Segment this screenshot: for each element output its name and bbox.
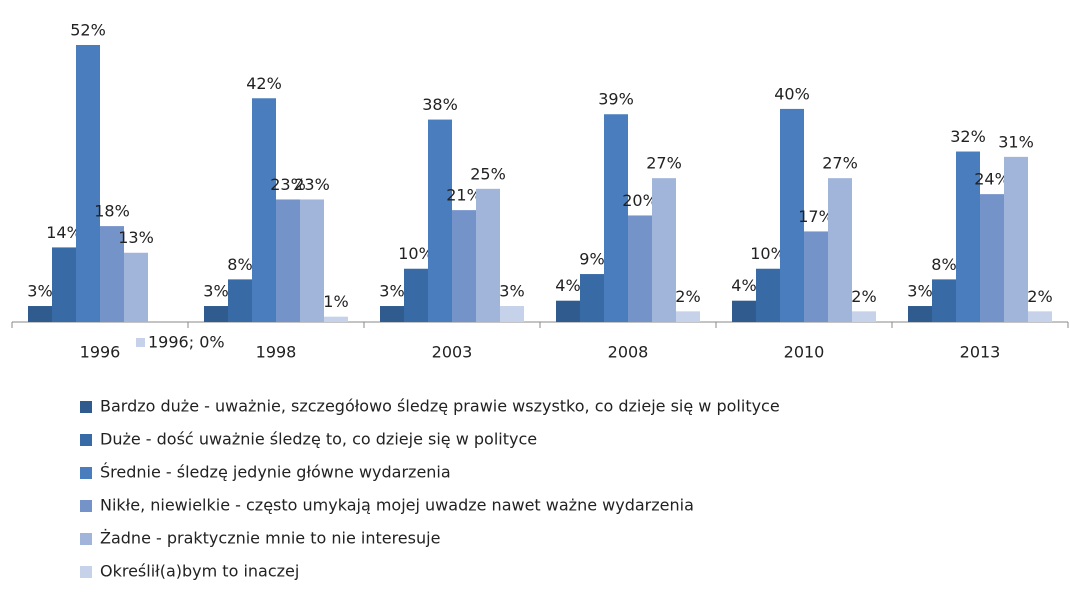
bar — [204, 306, 228, 322]
bar — [780, 108, 804, 322]
data-label: 8% — [931, 255, 956, 274]
bar — [804, 231, 828, 322]
data-label: 27% — [646, 154, 682, 173]
data-label: 27% — [822, 154, 858, 173]
label-swatch — [136, 338, 145, 347]
bar — [628, 215, 652, 322]
bar — [956, 151, 980, 322]
bar — [1028, 311, 1052, 322]
legend-label: Bardzo duże - uważnie, szczegółowo śledz… — [100, 397, 780, 416]
legend-label: Nikłe, niewielkie - często umykają mojej… — [100, 496, 694, 515]
data-label: 3% — [203, 282, 228, 301]
data-label: 23% — [294, 175, 330, 194]
data-label: 24% — [974, 170, 1010, 189]
bar — [452, 210, 476, 322]
x-tick-label: 1998 — [256, 343, 297, 362]
bar — [228, 279, 252, 322]
bar — [500, 306, 524, 322]
data-label: 25% — [470, 164, 506, 183]
bar — [604, 114, 628, 323]
data-label: 3% — [499, 282, 524, 301]
legend-label: Żadne - praktycznie mnie to nie interesu… — [100, 529, 440, 548]
data-label: 3% — [907, 282, 932, 301]
data-label: 32% — [950, 127, 986, 146]
legend-swatch — [80, 566, 92, 578]
bar — [380, 306, 404, 322]
bar — [100, 226, 124, 322]
bar — [756, 268, 780, 322]
bar — [76, 44, 100, 323]
data-label: 14% — [46, 223, 82, 242]
data-label: 10% — [398, 244, 434, 263]
data-label: 17% — [798, 207, 834, 226]
bar — [932, 279, 956, 322]
data-label: 52% — [70, 20, 106, 39]
data-label: 20% — [622, 191, 658, 210]
legend-swatch — [80, 434, 92, 446]
data-label: 39% — [598, 90, 634, 109]
bar — [1004, 156, 1028, 322]
legend-swatch — [80, 533, 92, 545]
bar — [276, 199, 300, 322]
bar — [580, 274, 604, 322]
data-label: 2% — [851, 287, 876, 306]
bar — [300, 199, 324, 322]
data-label: 3% — [27, 282, 52, 301]
bar — [676, 311, 700, 322]
legend-label: Średnie - śledzę jedynie główne wydarzen… — [100, 463, 451, 482]
legend-swatch — [80, 467, 92, 479]
x-tick-label: 1996 — [80, 343, 121, 362]
bar — [28, 306, 52, 322]
data-label: 42% — [246, 74, 282, 93]
x-tick-label: 2008 — [608, 343, 649, 362]
data-label: 8% — [227, 255, 252, 274]
bar — [404, 268, 428, 322]
data-label: 4% — [731, 276, 756, 295]
legend-label: Duże - dość uważnie śledzę to, co dzieje… — [100, 430, 537, 449]
bar — [252, 98, 276, 322]
bar — [852, 311, 876, 322]
data-label: 3% — [379, 282, 404, 301]
data-label: 31% — [998, 132, 1034, 151]
bar — [556, 300, 580, 322]
legend-swatch — [80, 401, 92, 413]
data-label: 1996; 0% — [148, 333, 225, 352]
data-label: 10% — [750, 244, 786, 263]
data-label: 4% — [555, 276, 580, 295]
bar — [52, 247, 76, 322]
data-label: 18% — [94, 202, 130, 221]
bar — [732, 300, 756, 322]
bar — [428, 119, 452, 323]
bar — [652, 178, 676, 322]
data-label: 2% — [1027, 287, 1052, 306]
bar — [980, 194, 1004, 322]
x-tick-label: 2003 — [432, 343, 473, 362]
bar — [124, 252, 148, 322]
data-label: 40% — [774, 84, 810, 103]
data-label: 2% — [675, 287, 700, 306]
data-label: 23% — [270, 175, 306, 194]
data-label: 38% — [422, 95, 458, 114]
legend-label: Określił(a)bym to inaczej — [100, 562, 299, 581]
data-label: 21% — [446, 186, 482, 205]
bar — [908, 306, 932, 322]
x-tick-label: 2010 — [784, 343, 825, 362]
data-label: 9% — [579, 250, 604, 269]
legend-swatch — [80, 500, 92, 512]
bar — [324, 316, 348, 322]
x-tick-label: 2013 — [960, 343, 1001, 362]
bar — [476, 188, 500, 322]
data-label: 1% — [323, 292, 348, 311]
bar — [828, 178, 852, 322]
data-label: 13% — [118, 228, 154, 247]
